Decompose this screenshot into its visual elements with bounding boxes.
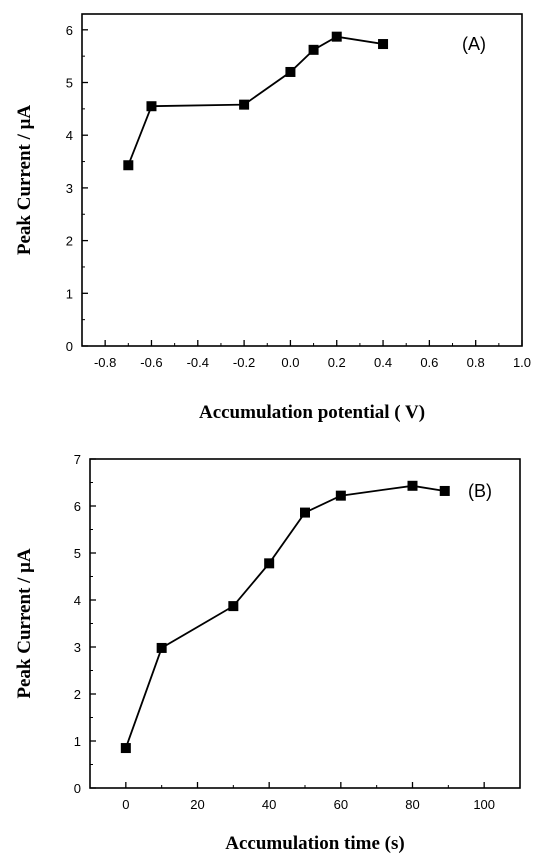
data-point — [378, 39, 389, 50]
data-point — [228, 601, 239, 612]
y-tick-label: 7 — [74, 452, 81, 467]
y-tick-label: 1 — [74, 734, 81, 749]
panel-b: 0 20 40 60 80 100 0 1 2 3 4 5 6 7 Accumulation time (s… — [14, 452, 521, 854]
data-point — [407, 480, 418, 491]
y-tick-label: 2 — [74, 687, 81, 702]
data-point — [120, 743, 131, 754]
data-point — [156, 642, 167, 653]
data-point — [331, 31, 342, 42]
data-point — [300, 507, 310, 518]
x-tick-label: -0.8 — [94, 355, 116, 370]
x-tick-label: -0.2 — [233, 355, 255, 370]
y-tick-label: 6 — [74, 499, 81, 514]
data-point — [123, 160, 134, 171]
y-tick-label: 2 — [66, 234, 73, 249]
x-tick-label: -0.4 — [187, 355, 209, 370]
data-point — [239, 99, 250, 110]
data-point — [335, 490, 346, 501]
y-tick-label: 0 — [74, 781, 81, 796]
panel-a: -0.8 -0.6 -0.4 -0.2 0.0 0.2 0.4 0.6 0.8 1.0 0 1 2 3 4 5… — [14, 13, 531, 423]
data-point — [264, 558, 275, 569]
x-tick-label: 0 — [122, 797, 129, 812]
x-tick-label: 0.8 — [467, 355, 485, 370]
y-tick-label: 3 — [66, 181, 73, 196]
series-line — [124, 484, 445, 749]
x-tick-label: 0.4 — [374, 355, 392, 370]
data-point — [146, 101, 157, 112]
x-tick-label: 100 — [473, 797, 495, 812]
x-axis-title: Accumulation potential ( V) — [199, 402, 425, 423]
x-tick-label: -0.6 — [140, 355, 162, 370]
panel-label: (B) — [468, 481, 492, 501]
x-tick-label: 60 — [334, 797, 348, 812]
series-line — [127, 35, 384, 166]
y-tick-label: 4 — [74, 593, 81, 608]
panel-label: (A) — [462, 34, 486, 54]
y-tick-label: 0 — [66, 339, 73, 354]
x-axis-title: Accumulation time (s) — [225, 833, 404, 854]
y-tick-label: 3 — [74, 640, 81, 655]
x-tick-label: 0.0 — [281, 355, 299, 370]
x-tick-label: 40 — [262, 797, 276, 812]
plot-frame — [81, 13, 523, 347]
x-tick-label: 0.6 — [420, 355, 438, 370]
data-point — [308, 44, 319, 55]
x-tick-label: 20 — [190, 797, 204, 812]
y-axis-title: Peak Current / μA — [14, 548, 35, 699]
data-point — [439, 485, 450, 496]
y-tick-label: 5 — [66, 76, 73, 91]
x-tick-label: 0.2 — [328, 355, 346, 370]
x-tick-label: 1.0 — [513, 355, 531, 370]
y-tick-label: 5 — [74, 546, 81, 561]
y-tick-label: 4 — [66, 128, 73, 143]
data-point — [285, 66, 296, 77]
y-tick-label: 1 — [66, 286, 73, 301]
y-axis-title: Peak Current / μA — [14, 105, 35, 256]
y-tick-label: 6 — [66, 23, 73, 38]
x-tick-label: 80 — [405, 797, 419, 812]
